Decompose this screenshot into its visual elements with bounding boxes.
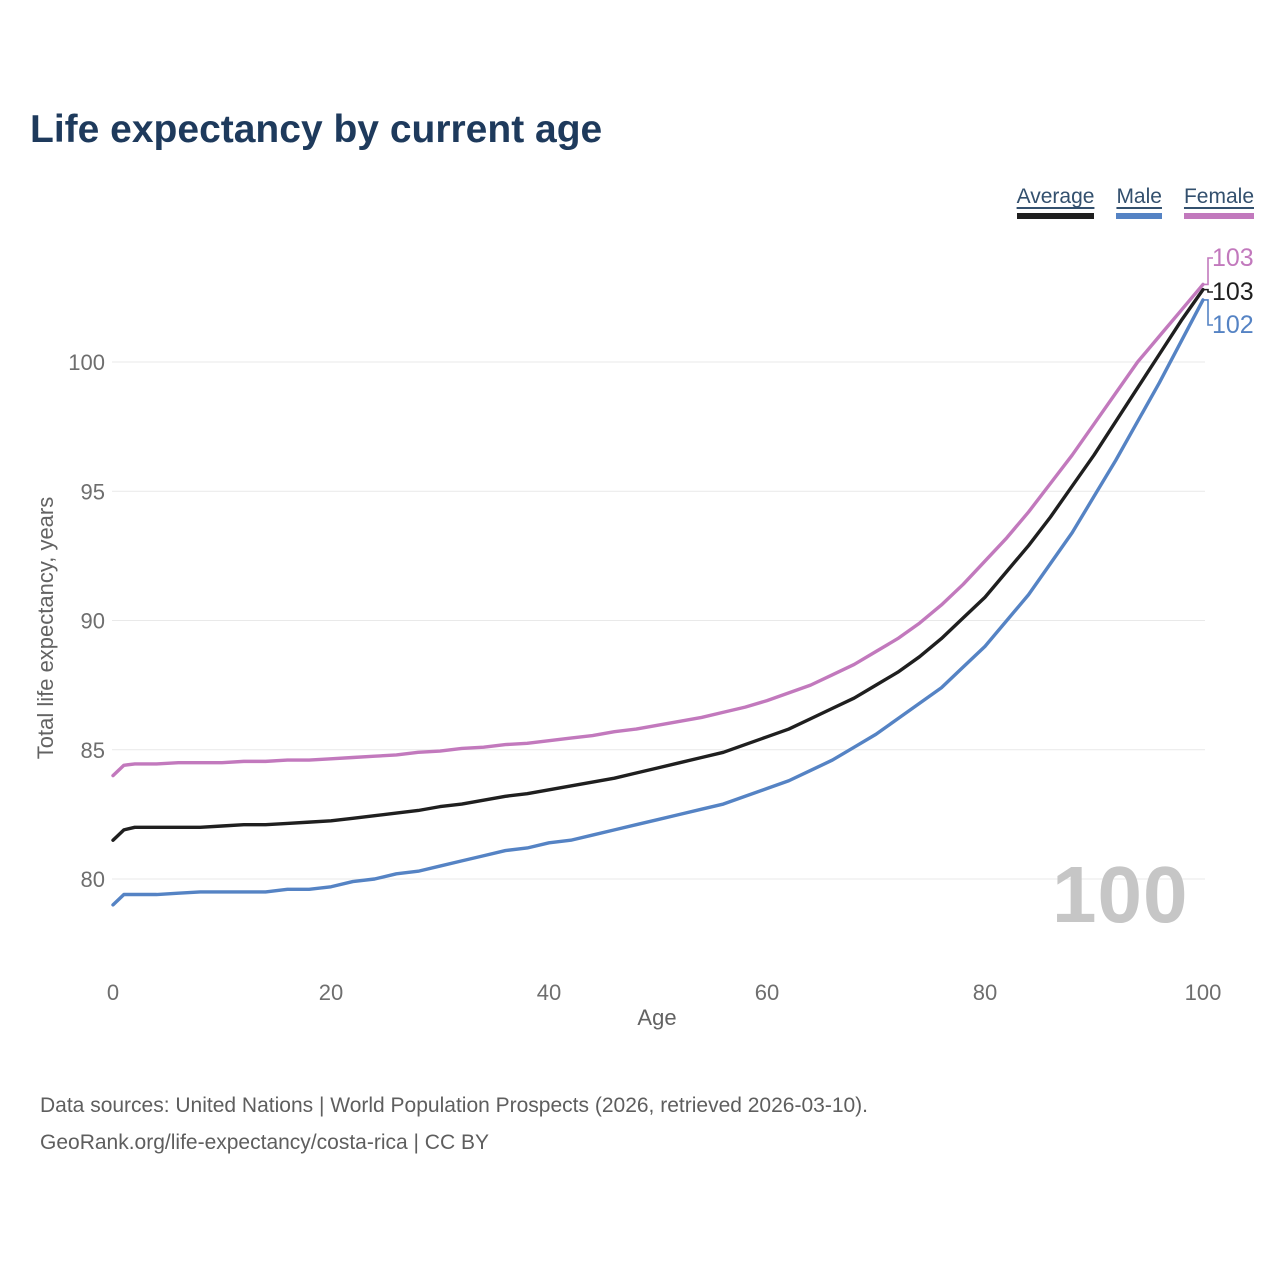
legend-item-male[interactable]: Male (1116, 185, 1162, 219)
x-axis-title: Age (637, 1005, 677, 1030)
end-label-female: 103 (1212, 244, 1254, 272)
y-tick-label: 85 (81, 738, 105, 763)
legend-item-average[interactable]: Average (1016, 185, 1095, 219)
end-label-average: 103 (1212, 278, 1254, 306)
x-tick-label: 100 (1185, 980, 1222, 1005)
series-line-male (111, 298, 1205, 907)
series-line-female (111, 282, 1205, 778)
end-label-male: 102 (1212, 311, 1254, 339)
watermark-100: 100 (1052, 850, 1189, 939)
y-tick-label: 90 (81, 609, 105, 634)
legend-item-female[interactable]: Female (1183, 185, 1254, 219)
legend: Average Male Female (1016, 185, 1254, 219)
end-label-connector-average (1203, 288, 1213, 293)
footer-sources-line: Data sources: United Nations | World Pop… (40, 1094, 869, 1117)
x-tick-label: 0 (107, 980, 119, 1005)
footer: Data sources: United Nations | World Pop… (40, 1087, 868, 1161)
footer-license-line: GeoRank.org/life-expectancy/costa-rica |… (40, 1131, 489, 1154)
y-tick-label: 100 (68, 350, 105, 375)
end-label-connector-female (1203, 257, 1213, 286)
series-line-average (111, 287, 1205, 842)
x-tick-label: 20 (319, 980, 343, 1005)
x-tick-label: 60 (755, 980, 779, 1005)
x-tick-label: 80 (973, 980, 997, 1005)
y-tick-label: 95 (81, 479, 105, 504)
x-tick-label: 40 (537, 980, 561, 1005)
y-tick-label: 80 (81, 867, 105, 892)
chart-title: Life expectancy by current age (30, 108, 603, 151)
end-label-connector-male (1203, 299, 1213, 326)
